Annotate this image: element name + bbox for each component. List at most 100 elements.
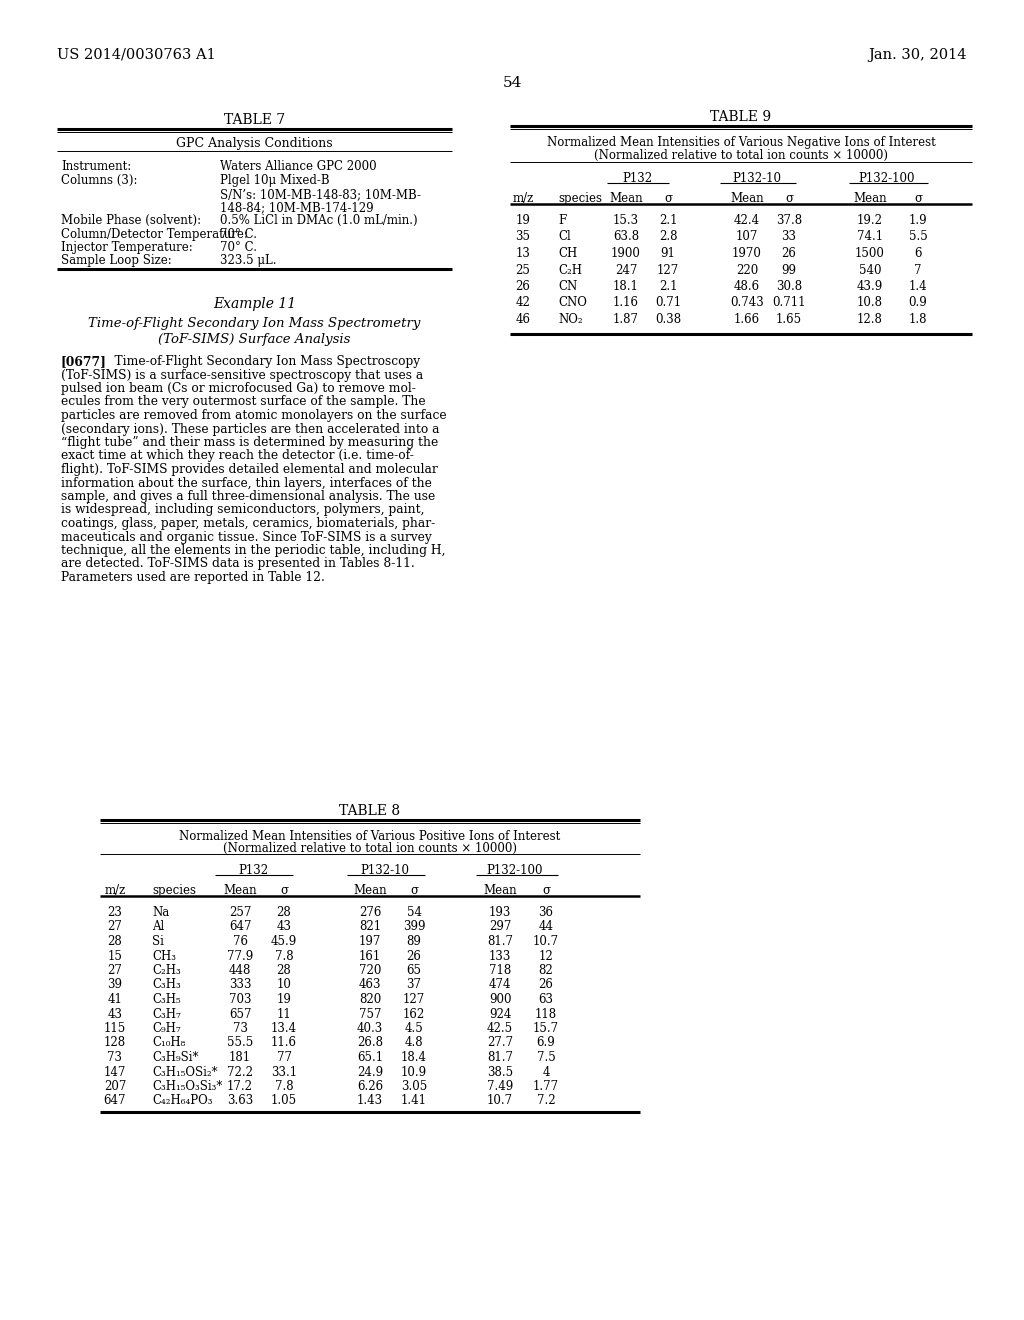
Text: 26: 26 [781, 247, 797, 260]
Text: 2.1: 2.1 [658, 280, 677, 293]
Text: 147: 147 [103, 1065, 126, 1078]
Text: 63.8: 63.8 [613, 231, 639, 243]
Text: 161: 161 [358, 949, 381, 962]
Text: 474: 474 [488, 978, 511, 991]
Text: 0.9: 0.9 [908, 297, 928, 309]
Text: σ: σ [664, 191, 672, 205]
Text: m/z: m/z [512, 191, 534, 205]
Text: 44: 44 [539, 920, 554, 933]
Text: 33: 33 [781, 231, 797, 243]
Text: 10.9: 10.9 [401, 1065, 427, 1078]
Text: C₃H₅: C₃H₅ [152, 993, 180, 1006]
Text: 0.711: 0.711 [772, 297, 806, 309]
Text: P132: P132 [238, 865, 268, 876]
Text: 10.7: 10.7 [532, 935, 559, 948]
Text: 127: 127 [656, 264, 679, 276]
Text: coatings, glass, paper, metals, ceramics, biomaterials, phar-: coatings, glass, paper, metals, ceramics… [61, 517, 435, 531]
Text: [0677]: [0677] [61, 355, 106, 368]
Text: 43.9: 43.9 [857, 280, 883, 293]
Text: 647: 647 [228, 920, 251, 933]
Text: 42: 42 [515, 297, 530, 309]
Text: 54: 54 [503, 77, 521, 90]
Text: (secondary ions). These particles are then accelerated into a: (secondary ions). These particles are th… [61, 422, 439, 436]
Text: 0.743: 0.743 [730, 297, 764, 309]
Text: 257: 257 [228, 906, 251, 919]
Text: 70° C.: 70° C. [220, 228, 257, 242]
Text: 7.8: 7.8 [274, 1080, 293, 1093]
Text: 540: 540 [859, 264, 882, 276]
Text: σ: σ [542, 884, 550, 898]
Text: m/z: m/z [104, 884, 126, 898]
Text: 703: 703 [228, 993, 251, 1006]
Text: Time-of-Flight Secondary Ion Mass Spectrometry: Time-of-Flight Secondary Ion Mass Spectr… [88, 317, 421, 330]
Text: 128: 128 [104, 1036, 126, 1049]
Text: Columns (3):: Columns (3): [61, 174, 137, 187]
Text: Normalized Mean Intensities of Various Positive Ions of Interest: Normalized Mean Intensities of Various P… [179, 830, 560, 843]
Text: 17.2: 17.2 [227, 1080, 253, 1093]
Text: CNO: CNO [558, 297, 587, 309]
Text: 4.8: 4.8 [404, 1036, 423, 1049]
Text: (Normalized relative to total ion counts × 10000): (Normalized relative to total ion counts… [594, 149, 888, 162]
Text: C₃H₃: C₃H₃ [152, 978, 181, 991]
Text: 37: 37 [407, 978, 422, 991]
Text: 26: 26 [515, 280, 530, 293]
Text: 4: 4 [543, 1065, 550, 1078]
Text: 11: 11 [276, 1007, 292, 1020]
Text: 28: 28 [276, 964, 292, 977]
Text: 1.66: 1.66 [734, 313, 760, 326]
Text: 7.2: 7.2 [537, 1094, 555, 1107]
Text: 1900: 1900 [611, 247, 641, 260]
Text: Injector Temperature:: Injector Temperature: [61, 242, 193, 253]
Text: 33.1: 33.1 [271, 1065, 297, 1078]
Text: 77: 77 [276, 1051, 292, 1064]
Text: 1.8: 1.8 [908, 313, 928, 326]
Text: TABLE 9: TABLE 9 [711, 110, 771, 124]
Text: 19: 19 [276, 993, 292, 1006]
Text: 12: 12 [539, 949, 553, 962]
Text: P132: P132 [622, 172, 652, 185]
Text: 65.1: 65.1 [357, 1051, 383, 1064]
Text: Si: Si [152, 935, 164, 948]
Text: 63: 63 [539, 993, 554, 1006]
Text: 7.5: 7.5 [537, 1051, 555, 1064]
Text: 81.7: 81.7 [487, 1051, 513, 1064]
Text: 107: 107 [736, 231, 758, 243]
Text: species: species [558, 191, 602, 205]
Text: 13: 13 [515, 247, 530, 260]
Text: 3.05: 3.05 [400, 1080, 427, 1093]
Text: 11.6: 11.6 [271, 1036, 297, 1049]
Text: are detected. ToF-SIMS data is presented in Tables 8-11.: are detected. ToF-SIMS data is presented… [61, 557, 415, 570]
Text: 1.43: 1.43 [357, 1094, 383, 1107]
Text: Jan. 30, 2014: Jan. 30, 2014 [868, 48, 967, 62]
Text: C₁₀H₈: C₁₀H₈ [152, 1036, 185, 1049]
Text: 6.9: 6.9 [537, 1036, 555, 1049]
Text: 13.4: 13.4 [271, 1022, 297, 1035]
Text: 118: 118 [535, 1007, 557, 1020]
Text: 23: 23 [108, 906, 123, 919]
Text: 333: 333 [228, 978, 251, 991]
Text: Sample Loop Size:: Sample Loop Size: [61, 253, 172, 267]
Text: 7.8: 7.8 [274, 949, 293, 962]
Text: P132-100: P132-100 [859, 172, 915, 185]
Text: 1.05: 1.05 [271, 1094, 297, 1107]
Text: 30.8: 30.8 [776, 280, 802, 293]
Text: 19.2: 19.2 [857, 214, 883, 227]
Text: 91: 91 [660, 247, 676, 260]
Text: 1.41: 1.41 [401, 1094, 427, 1107]
Text: ecules from the very outermost surface of the sample. The: ecules from the very outermost surface o… [61, 396, 426, 408]
Text: sample, and gives a full three-dimensional analysis. The use: sample, and gives a full three-dimension… [61, 490, 435, 503]
Text: 72.2: 72.2 [227, 1065, 253, 1078]
Text: NO₂: NO₂ [558, 313, 583, 326]
Text: particles are removed from atomic monolayers on the surface: particles are removed from atomic monola… [61, 409, 446, 422]
Text: pulsed ion beam (Cs or microfocused Ga) to remove mol-: pulsed ion beam (Cs or microfocused Ga) … [61, 381, 416, 395]
Text: 55.5: 55.5 [227, 1036, 253, 1049]
Text: 297: 297 [488, 920, 511, 933]
Text: 54: 54 [407, 906, 422, 919]
Text: 6.26: 6.26 [357, 1080, 383, 1093]
Text: P132-10: P132-10 [732, 172, 781, 185]
Text: 900: 900 [488, 993, 511, 1006]
Text: 15: 15 [108, 949, 123, 962]
Text: 73: 73 [232, 1022, 248, 1035]
Text: 647: 647 [103, 1094, 126, 1107]
Text: 2.8: 2.8 [658, 231, 677, 243]
